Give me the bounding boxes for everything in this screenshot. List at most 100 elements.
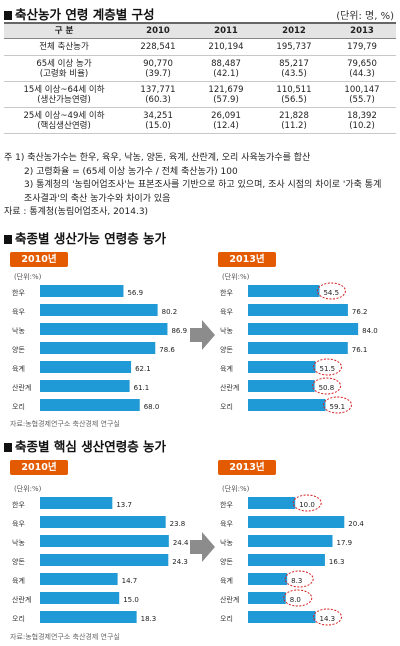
value-label: 62.1 [135, 365, 151, 373]
table-title-text: 축산농가 연령 계층별 구성 [15, 7, 155, 22]
value-label: 54.5 [323, 289, 339, 297]
row-label: 65세 이상 농가 [36, 58, 92, 69]
bar [40, 285, 124, 297]
bar [40, 399, 140, 411]
chart-2010-core-age: 한우 13.7 육우 23.8 낙농 24.4 양돈 24.3 육계 14.7 산란계 15.0 오리 1… [12, 497, 189, 623]
value-label: 13.7 [116, 501, 132, 509]
section2-title-text: 축종별 생산가능 연령층 농가 [15, 231, 167, 246]
value-label: 76.2 [352, 308, 368, 316]
section3-title: 축종별 핵심 생산연령층 농가 [4, 436, 166, 455]
value-label: 10.0 [299, 501, 315, 509]
table-cell: 228,541 [124, 38, 192, 56]
bar [40, 573, 118, 585]
bar [248, 323, 359, 335]
table-cell-sub: (55.7) [349, 94, 375, 105]
table-header-cell: 2012 [260, 22, 328, 39]
chart-2013-core-age: 한우 10.0 육우 20.4 낙농 17.9 양돈 16.3 육계 8.3 산란계 8.0 오리 14.… [220, 494, 364, 626]
table-row: 65세 이상 농가 (고령화 비율) 90,770 (39.7) 88,487 (42… [4, 55, 396, 82]
table-cell: 110,511 [276, 84, 312, 95]
value-label: 51.5 [320, 365, 336, 373]
bar [40, 554, 169, 566]
value-label: 61.1 [134, 384, 150, 392]
table-cell: 90,770 [143, 58, 173, 69]
category-label: 한우 [12, 501, 25, 509]
value-label: 17.9 [336, 539, 352, 547]
value-label: 8.0 [290, 596, 301, 604]
source-label: 자료:농협경제연구소 축산경제 연구실 [10, 633, 120, 641]
chart-2013-production-age: 한우 54.5 육우 76.2 낙농 84.0 양돈 76.1 육계 51.5 산란계 50.8 오리 5… [220, 282, 378, 414]
table-header-row: 구 분 2010 2011 2012 2013 [4, 22, 396, 39]
category-label: 오리 [12, 614, 25, 623]
category-label: 산란계 [220, 383, 239, 392]
table-header-cell: 구 분 [4, 22, 124, 39]
table-cell: 210,194 [192, 38, 260, 56]
value-label: 14.7 [122, 577, 138, 585]
table-cell: 21,828 [279, 110, 309, 121]
bar [248, 554, 325, 566]
bullet-square-icon [4, 443, 12, 452]
value-label: 50.8 [319, 384, 335, 392]
unit-label: (단위:%) [14, 273, 42, 281]
chart-2010-production-age: 한우 56.9 육우 80.2 낙농 86.9 양돈 78.6 육계 62.1 산란계 61.1 오리 6… [12, 285, 187, 411]
bar [248, 611, 316, 623]
bar [248, 497, 296, 509]
highlight-circle [322, 396, 352, 414]
category-label: 양돈 [220, 558, 233, 566]
row-sublabel: (핵심생산연령) [37, 120, 91, 131]
category-label: 산란계 [12, 595, 31, 604]
value-label: 68.0 [144, 403, 160, 411]
category-label: 육우 [12, 308, 25, 316]
year-tab-2013: 2013년 [218, 252, 276, 267]
year-tab-2010: 2010년 [10, 252, 68, 267]
value-label: 8.3 [291, 577, 302, 585]
value-label: 24.3 [172, 558, 188, 566]
category-label: 육우 [220, 308, 233, 316]
table-cell-sub: (15.0) [145, 120, 171, 131]
value-label: 86.9 [171, 327, 187, 335]
value-label: 78.6 [159, 346, 175, 354]
bar [248, 342, 348, 354]
arrow-right-icon [190, 532, 215, 562]
bar [248, 592, 286, 604]
bar [40, 361, 132, 373]
row-label: 25세 이상~49세 이하 [23, 110, 105, 121]
table-unit: (단위: 명, %) [336, 11, 394, 22]
value-label: 18.3 [141, 615, 157, 623]
category-label: 오리 [220, 614, 233, 623]
bullet-square-icon [4, 235, 12, 244]
table-cell: 34,251 [143, 110, 173, 121]
value-label: 76.1 [352, 346, 368, 354]
highlight-circle [283, 589, 313, 607]
category-label: 한우 [220, 289, 233, 297]
value-label: 20.4 [348, 520, 364, 528]
table-cell: 26,091 [211, 110, 241, 121]
year-tab-2010: 2010년 [10, 460, 68, 475]
table-cell-sub: (10.2) [349, 120, 375, 131]
bar [40, 497, 113, 509]
table-cell: 137,771 [140, 84, 176, 95]
source-label: 자료:농협경제연구소 축산경제 연구실 [10, 420, 120, 428]
table-cell: 100,147 [344, 84, 380, 95]
bar [40, 516, 166, 528]
highlight-circle [312, 608, 342, 626]
table-cell: 179,79 [328, 38, 396, 56]
category-label: 낙농 [12, 326, 25, 335]
bar [248, 399, 326, 411]
table-cell-sub: (43.5) [281, 68, 307, 79]
category-label: 낙농 [12, 538, 25, 547]
bar [40, 592, 120, 604]
table-header-cell: 2011 [192, 22, 260, 39]
category-label: 육계 [220, 364, 233, 373]
highlight-circle [313, 358, 343, 376]
category-label: 한우 [220, 501, 233, 509]
notes-block: 주 1) 축산농가수는 한우, 육우, 낙농, 양돈, 육계, 산란계, 오리 … [4, 152, 396, 220]
bar [40, 304, 158, 316]
table-cell-sub: (60.3) [145, 94, 171, 105]
highlight-circle [292, 494, 322, 512]
highlight-circle [284, 570, 314, 588]
bar [248, 285, 320, 297]
bullet-square-icon [4, 11, 12, 20]
table-cell-sub: (42.1) [213, 68, 239, 79]
value-label: 59.1 [329, 403, 345, 411]
unit-label: (단위:%) [14, 485, 42, 493]
